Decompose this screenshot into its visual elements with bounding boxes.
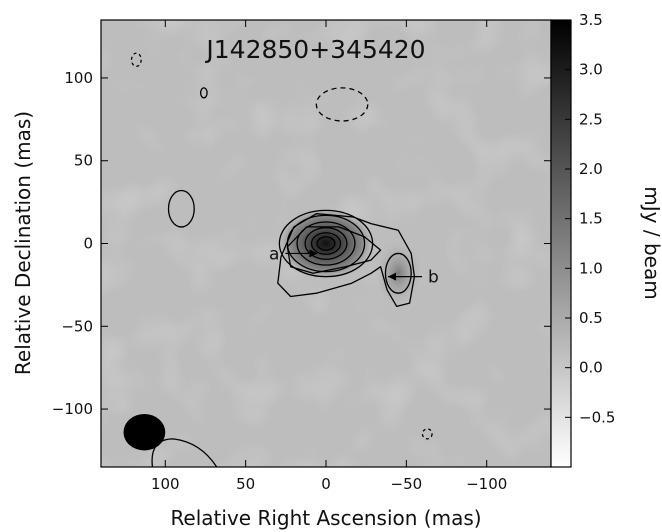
x-axis-title: Relative Right Ascension (mas): [170, 506, 481, 530]
contour-bottom: [151, 438, 218, 467]
contour-a: [286, 214, 366, 273]
y-axis-title: Relative Declination (mas): [11, 111, 35, 375]
plot-title: J142850+345420: [204, 35, 425, 64]
contour-negative-small: [421, 428, 433, 440]
colorbar: [550, 19, 572, 468]
colorbar-tick-label: 1.5: [579, 210, 603, 228]
colorbar-tick-label: 3.5: [579, 11, 603, 29]
annotations: ab: [269, 244, 439, 287]
colorbar-tick-label: 2.0: [579, 160, 603, 178]
contour-negative: [315, 87, 369, 122]
image-plane: [101, 20, 551, 467]
component-a-emission: [277, 207, 375, 280]
colorbar-ticks: 3.5 3.0 2.5 2.0 1.5 1.0 0.5 0.0 −0.5: [565, 11, 615, 426]
y-tick-label: 50: [74, 152, 93, 170]
contour-a: [316, 236, 336, 251]
contour-a: [304, 227, 348, 260]
contour-mid: [286, 226, 382, 274]
y-tick-label: 100: [64, 69, 93, 87]
y-tick-label: 0: [83, 235, 93, 253]
contours: [130, 52, 433, 467]
contour-left: [167, 189, 195, 228]
contour-outer: [277, 213, 416, 308]
x-ticks: 100 50 0 −50 −100: [151, 20, 507, 493]
y-tick-label: −100: [52, 400, 93, 418]
y-ticks: 100 50 0 −50 −100: [52, 69, 551, 418]
colorbar-tick-label: 0.0: [579, 359, 603, 377]
contour-small: [199, 87, 208, 99]
colorbar-tick-label: 2.5: [579, 110, 603, 128]
annotation-b-arrowhead: [388, 272, 397, 281]
x-tick-label: 100: [151, 475, 180, 493]
colorbar-tick-label: −0.5: [579, 408, 615, 426]
annotation-b-label: b: [428, 268, 439, 288]
y-tick-label: −50: [61, 317, 93, 335]
contour-a: [310, 232, 342, 255]
x-tick-label: 0: [321, 475, 331, 493]
restoring-beam: [123, 414, 166, 451]
colorbar-tick-label: 0.5: [579, 309, 603, 327]
contour-negative-small: [130, 52, 142, 68]
x-tick-label: −100: [466, 475, 507, 493]
contour-b: [384, 252, 412, 294]
colorbar-tick-label: 3.0: [579, 61, 603, 79]
x-tick-label: −50: [391, 475, 423, 493]
annotation-a-arrowhead: [309, 249, 318, 258]
x-tick-label: 50: [236, 475, 255, 493]
annotation-a-label: a: [269, 244, 279, 264]
colorbar-title: mJy / beam: [640, 186, 662, 299]
contour-a: [296, 221, 356, 266]
colorbar-tick-label: 1.0: [579, 259, 603, 277]
